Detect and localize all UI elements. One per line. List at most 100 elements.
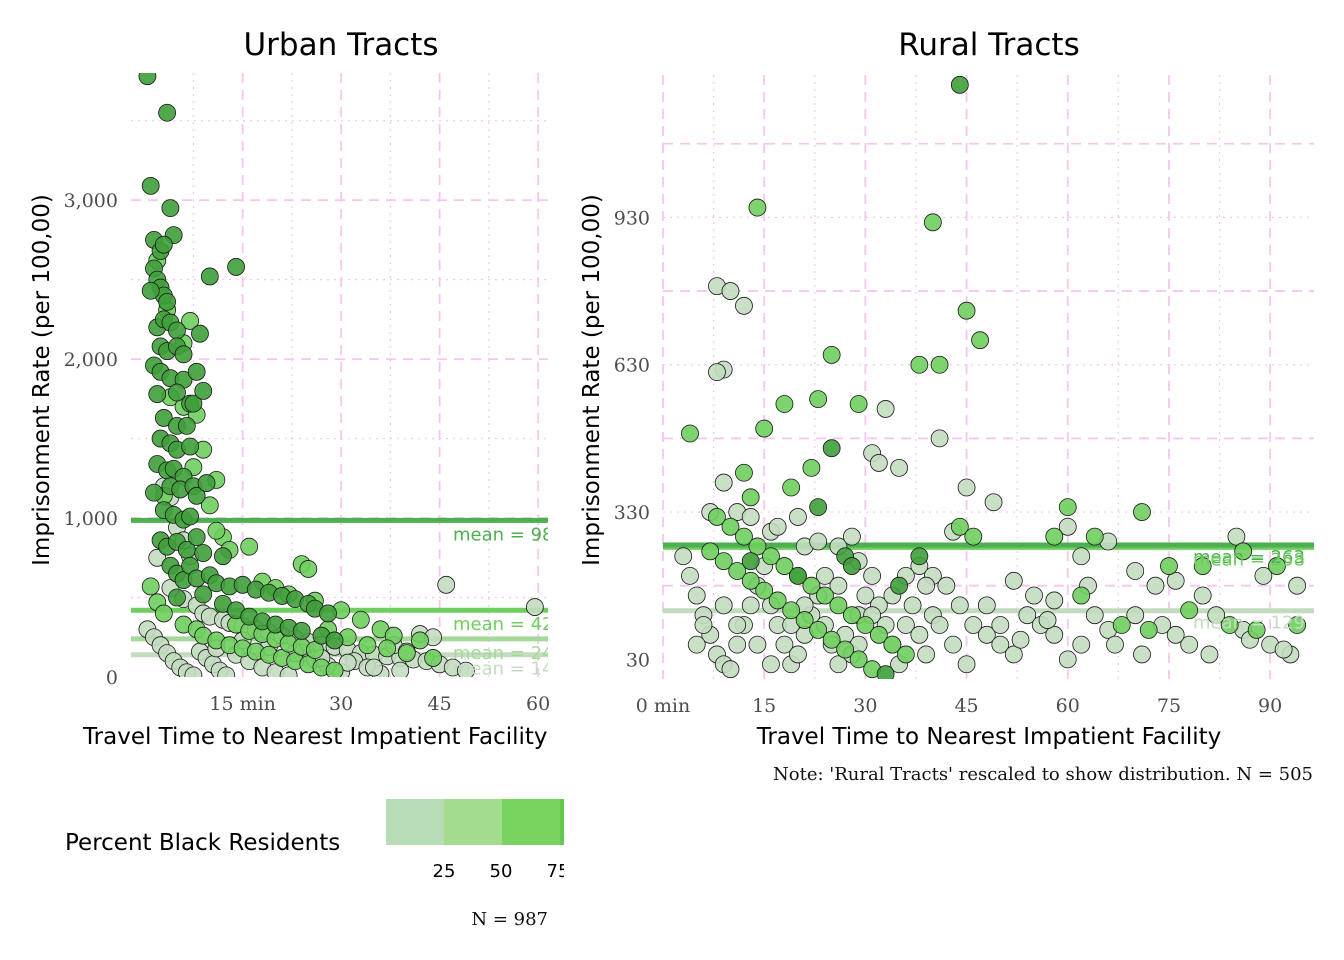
urban-x-tick-label: 30 <box>329 693 353 715</box>
rural-point-mid <box>809 390 828 408</box>
urban-point-high <box>145 483 163 502</box>
urban-point-high <box>141 281 160 300</box>
rural-point-mid <box>957 301 976 320</box>
rural-point-high <box>950 75 969 94</box>
rural-point-mid <box>964 527 983 546</box>
urban-point-low <box>338 653 357 672</box>
urban-point-high <box>168 321 186 340</box>
urban-point-high <box>148 385 167 403</box>
rural-point-low <box>1106 635 1124 654</box>
rural-point-low <box>1200 645 1219 664</box>
urban-point-high <box>181 437 200 456</box>
rural-point-low <box>768 517 787 536</box>
urban-point-high <box>158 292 177 311</box>
urban-point-high <box>197 474 216 492</box>
rural-point-mid <box>681 424 699 443</box>
rural-x-tick-label: 60 <box>1056 695 1080 717</box>
rural-point-low <box>1004 645 1023 664</box>
rural-point-mid <box>1267 557 1286 575</box>
rural-point-mid <box>1288 616 1307 634</box>
rural-point-low <box>1133 645 1151 664</box>
rural-point-low <box>977 596 996 615</box>
rural-x-tick-label: 75 <box>1157 695 1181 717</box>
rural-point-low <box>741 508 760 526</box>
rural-point-mid <box>822 346 841 364</box>
rural-point-mid <box>809 620 828 639</box>
rural-y-tick-label: 30 <box>626 649 650 671</box>
rural-point-mid <box>1072 586 1091 605</box>
rural-x-tick-label: 30 <box>853 695 877 717</box>
rural-point-mid <box>849 650 868 669</box>
rural-mean-label: mean = 263 <box>1193 547 1305 568</box>
rural-point-mid <box>1112 616 1131 634</box>
urban-y-tick-label: 1,000 <box>64 508 118 530</box>
urban-point-high <box>168 588 186 607</box>
legend-title: Percent Black Residents <box>65 830 340 856</box>
urban-point-high <box>168 383 186 402</box>
rural-point-mid <box>849 395 868 413</box>
urban-point-high <box>194 544 213 562</box>
rural-point-mid <box>1234 542 1253 561</box>
rural-point-low <box>714 596 733 615</box>
urban-point-low <box>391 661 410 677</box>
urban-point-high <box>227 258 245 276</box>
rural-point-low <box>809 532 828 551</box>
rural-point-low <box>829 655 848 674</box>
legend-tick-label: 50 <box>490 861 513 882</box>
urban-point-low <box>457 661 475 677</box>
legend: Percent Black Residents 25 50 75 N = 987 <box>65 799 564 930</box>
urban-mean-label: mean = 985 <box>453 524 565 545</box>
legend-swatch <box>502 799 560 845</box>
legend-colorbar <box>386 799 564 845</box>
rural-point-low <box>1058 517 1077 536</box>
rural-point-low <box>930 616 949 634</box>
urban-point-high <box>194 381 213 400</box>
urban-point-low <box>525 598 544 616</box>
rural-point-low <box>687 586 706 605</box>
rural-point-low <box>1180 635 1199 654</box>
urban-point-mid <box>397 644 416 663</box>
rural-point-low <box>674 547 693 566</box>
rural-point-low <box>876 400 895 418</box>
urban-points <box>138 73 544 677</box>
rural-point-mid <box>708 508 726 526</box>
rural-point-mid <box>802 458 821 477</box>
rural-point-low <box>735 296 753 315</box>
rural-point-low <box>910 625 929 644</box>
rural-point-mid <box>1247 620 1266 639</box>
urban-point-high <box>194 585 213 604</box>
rural-point-low <box>937 576 956 595</box>
urban-point-high <box>319 604 337 623</box>
rural-point-mid <box>883 635 902 654</box>
rural-point-low <box>1146 576 1165 595</box>
rural-point-low <box>991 635 1010 654</box>
rural-point-mid <box>1139 620 1158 639</box>
rural-point-mid <box>869 625 888 644</box>
rural-point-high <box>789 566 807 585</box>
urban-mean-label: mean = 420 <box>453 614 565 635</box>
rural-point-high <box>842 557 861 575</box>
rural-point-low <box>930 429 949 448</box>
rural-point-mid <box>896 645 915 664</box>
urban-point-mid <box>351 610 370 629</box>
rural-footnote: Note: 'Rural Tracts' rescaled to show di… <box>773 764 1313 785</box>
urban-point-mid <box>378 639 397 658</box>
urban-point-high <box>325 631 344 650</box>
rural-point-mid <box>1085 527 1104 546</box>
rural-point-low <box>1126 562 1145 580</box>
rural-point-high <box>741 552 760 571</box>
rural-y-tick-label: 930 <box>614 207 650 229</box>
rural-gridlines <box>662 75 1314 679</box>
urban-point-mid <box>299 560 318 578</box>
rural-point-low <box>984 493 1003 512</box>
rural-point-mid <box>950 517 969 536</box>
urban-footnote: N = 987 <box>471 909 548 930</box>
legend-tick-label: 25 <box>433 861 456 882</box>
urban-y-axis-title: Imprisonment Rate (per 100,00) <box>29 194 55 566</box>
rural-point-mid <box>782 601 801 620</box>
urban-point-high <box>154 409 173 427</box>
urban-point-high <box>200 267 219 286</box>
urban-point-high <box>191 324 209 343</box>
rural-point-low <box>1038 611 1057 629</box>
